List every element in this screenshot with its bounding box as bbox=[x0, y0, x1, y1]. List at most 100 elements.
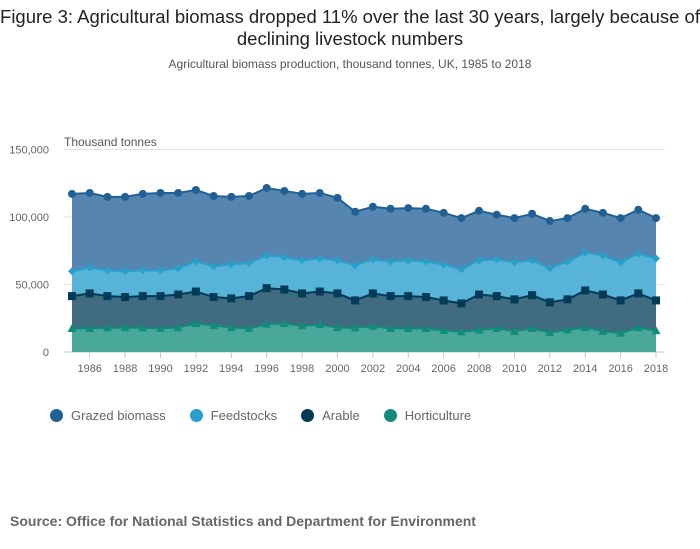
data-point-horticulture bbox=[332, 323, 342, 332]
data-point-grazed-biomass bbox=[510, 214, 519, 223]
data-point-feedstocks bbox=[457, 265, 466, 274]
data-point-grazed-biomass bbox=[174, 188, 183, 197]
legend-item-horticulture[interactable]: Horticulture bbox=[383, 408, 472, 423]
y-tick-label: 150,000 bbox=[9, 145, 49, 157]
area-feedstocks bbox=[72, 252, 656, 304]
data-point-horticulture bbox=[386, 324, 396, 333]
data-point-grazed-biomass bbox=[598, 208, 607, 217]
data-point-grazed-biomass bbox=[404, 204, 413, 213]
data-point-arable bbox=[457, 299, 466, 308]
data-point-feedstocks bbox=[103, 266, 112, 275]
x-tick-label: 1996 bbox=[254, 363, 278, 375]
chart-title: Figure 3: Agricultural biomass dropped 1… bbox=[0, 6, 700, 49]
data-point-arable bbox=[386, 292, 395, 301]
data-point-grazed-biomass bbox=[616, 214, 625, 223]
data-point-horticulture bbox=[456, 327, 466, 336]
data-point-horticulture bbox=[155, 324, 165, 333]
data-point-arable bbox=[439, 296, 448, 305]
x-tick-label: 2010 bbox=[502, 363, 526, 375]
data-point-arable bbox=[351, 296, 360, 305]
x-tick-label: 2000 bbox=[325, 363, 349, 375]
data-point-horticulture bbox=[173, 323, 183, 332]
data-point-grazed-biomass bbox=[528, 209, 537, 218]
data-point-arable bbox=[545, 298, 554, 307]
data-point-feedstocks bbox=[616, 258, 625, 267]
data-point-horticulture bbox=[85, 324, 95, 333]
source-note: Source: Office for National Statistics a… bbox=[10, 513, 476, 529]
data-point-horticulture bbox=[297, 321, 307, 330]
data-point-arable bbox=[121, 293, 130, 302]
data-point-feedstocks bbox=[315, 254, 324, 263]
area-grazed-biomass bbox=[72, 187, 656, 272]
data-point-horticulture bbox=[279, 319, 289, 328]
x-tick-label: 2002 bbox=[361, 363, 385, 375]
data-point-horticulture bbox=[191, 319, 201, 328]
data-point-arable bbox=[244, 292, 253, 301]
data-point-horticulture bbox=[226, 323, 236, 332]
x-tick-label: 1990 bbox=[148, 363, 172, 375]
legend-label: Horticulture bbox=[404, 408, 472, 423]
data-point-arable bbox=[528, 291, 537, 300]
legend-item-arable[interactable]: Arable bbox=[301, 408, 360, 423]
legend-label: Feedstocks bbox=[210, 408, 278, 423]
data-point-horticulture bbox=[563, 325, 573, 334]
data-point-arable bbox=[510, 295, 519, 304]
data-point-grazed-biomass bbox=[492, 210, 501, 219]
data-point-feedstocks bbox=[138, 266, 147, 275]
data-point-horticulture bbox=[598, 326, 608, 335]
x-tick-label: 1998 bbox=[290, 363, 314, 375]
legend-item-feedstocks[interactable]: Feedstocks bbox=[189, 408, 278, 423]
data-point-arable bbox=[156, 292, 165, 301]
data-point-feedstocks bbox=[156, 266, 165, 275]
data-point-horticulture bbox=[262, 319, 272, 328]
data-point-grazed-biomass bbox=[262, 183, 271, 192]
data-point-feedstocks bbox=[227, 260, 236, 269]
data-point-horticulture bbox=[350, 323, 360, 332]
data-point-horticulture bbox=[421, 324, 431, 333]
line-feedstocks bbox=[71, 251, 657, 273]
data-point-grazed-biomass bbox=[121, 192, 130, 201]
x-tick-label: 2018 bbox=[644, 363, 668, 375]
data-point-arable bbox=[138, 292, 147, 301]
data-point-feedstocks bbox=[404, 256, 413, 265]
data-point-arable bbox=[209, 293, 218, 302]
x-tick-label: 1986 bbox=[77, 363, 101, 375]
data-point-arable bbox=[634, 289, 643, 298]
data-point-arable bbox=[581, 286, 590, 295]
data-point-feedstocks bbox=[174, 264, 183, 273]
data-point-feedstocks bbox=[68, 267, 76, 276]
legend-item-grazed-biomass[interactable]: Grazed biomass bbox=[50, 408, 166, 423]
data-point-horticulture bbox=[616, 328, 626, 337]
data-point-arable bbox=[563, 295, 572, 304]
data-point-feedstocks bbox=[492, 255, 501, 264]
data-point-arable bbox=[103, 292, 112, 301]
x-tick-label: 2014 bbox=[573, 363, 597, 375]
data-point-horticulture bbox=[102, 323, 112, 332]
data-point-grazed-biomass bbox=[563, 214, 572, 223]
data-point-arable bbox=[227, 294, 236, 303]
data-point-grazed-biomass bbox=[298, 189, 307, 198]
data-point-feedstocks bbox=[244, 259, 253, 268]
data-point-arable bbox=[174, 290, 183, 299]
data-point-horticulture bbox=[492, 324, 502, 333]
data-point-feedstocks bbox=[191, 257, 200, 266]
data-point-arable bbox=[598, 290, 607, 299]
data-point-horticulture bbox=[403, 324, 413, 333]
data-point-feedstocks bbox=[510, 258, 519, 267]
data-point-grazed-biomass bbox=[156, 188, 165, 197]
data-point-grazed-biomass bbox=[280, 186, 289, 195]
data-point-feedstocks bbox=[368, 255, 377, 264]
data-point-arable bbox=[404, 292, 413, 301]
data-point-feedstocks bbox=[298, 256, 307, 265]
data-point-feedstocks bbox=[262, 251, 271, 260]
data-point-grazed-biomass bbox=[138, 189, 147, 198]
data-point-feedstocks bbox=[634, 249, 643, 258]
data-point-feedstocks bbox=[528, 256, 537, 265]
data-point-arable bbox=[421, 293, 430, 302]
x-tick-label: 1988 bbox=[113, 363, 137, 375]
data-point-horticulture bbox=[138, 323, 148, 332]
y-axis-label: Thousand tonnes bbox=[64, 135, 157, 149]
data-point-grazed-biomass bbox=[191, 186, 200, 194]
data-point-grazed-biomass bbox=[652, 214, 660, 223]
